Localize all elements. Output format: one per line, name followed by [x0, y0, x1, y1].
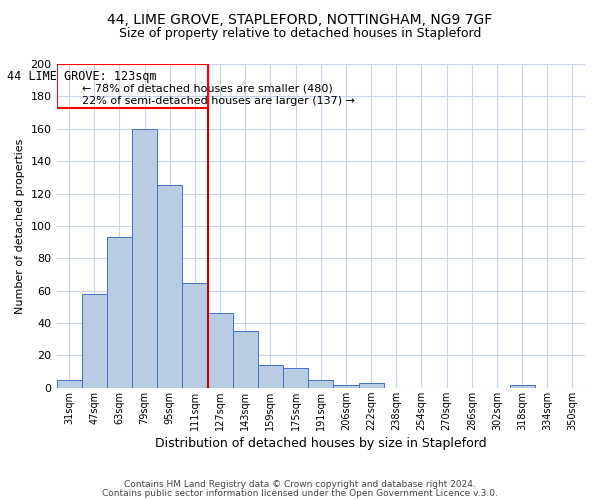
Bar [157, 186, 182, 388]
Bar [56, 380, 82, 388]
Bar [334, 384, 359, 388]
Text: ← 78% of detached houses are smaller (480): ← 78% of detached houses are smaller (48… [82, 84, 332, 94]
Text: Size of property relative to detached houses in Stapleford: Size of property relative to detached ho… [119, 28, 481, 40]
Bar [132, 129, 157, 388]
Bar [359, 383, 383, 388]
Bar [182, 282, 208, 388]
Text: 44 LIME GROVE: 123sqm: 44 LIME GROVE: 123sqm [7, 70, 157, 84]
Text: 22% of semi-detached houses are larger (137) →: 22% of semi-detached houses are larger (… [82, 96, 355, 106]
Bar [509, 384, 535, 388]
Text: Contains HM Land Registry data © Crown copyright and database right 2024.: Contains HM Land Registry data © Crown c… [124, 480, 476, 489]
Bar [308, 380, 334, 388]
Y-axis label: Number of detached properties: Number of detached properties [15, 138, 25, 314]
Bar [208, 314, 233, 388]
Text: Contains public sector information licensed under the Open Government Licence v.: Contains public sector information licen… [102, 489, 498, 498]
Bar [283, 368, 308, 388]
Bar [233, 331, 258, 388]
Bar [107, 237, 132, 388]
X-axis label: Distribution of detached houses by size in Stapleford: Distribution of detached houses by size … [155, 437, 487, 450]
Text: 44, LIME GROVE, STAPLEFORD, NOTTINGHAM, NG9 7GF: 44, LIME GROVE, STAPLEFORD, NOTTINGHAM, … [107, 12, 493, 26]
Bar [56, 64, 208, 108]
Bar [258, 365, 283, 388]
Bar [82, 294, 107, 388]
